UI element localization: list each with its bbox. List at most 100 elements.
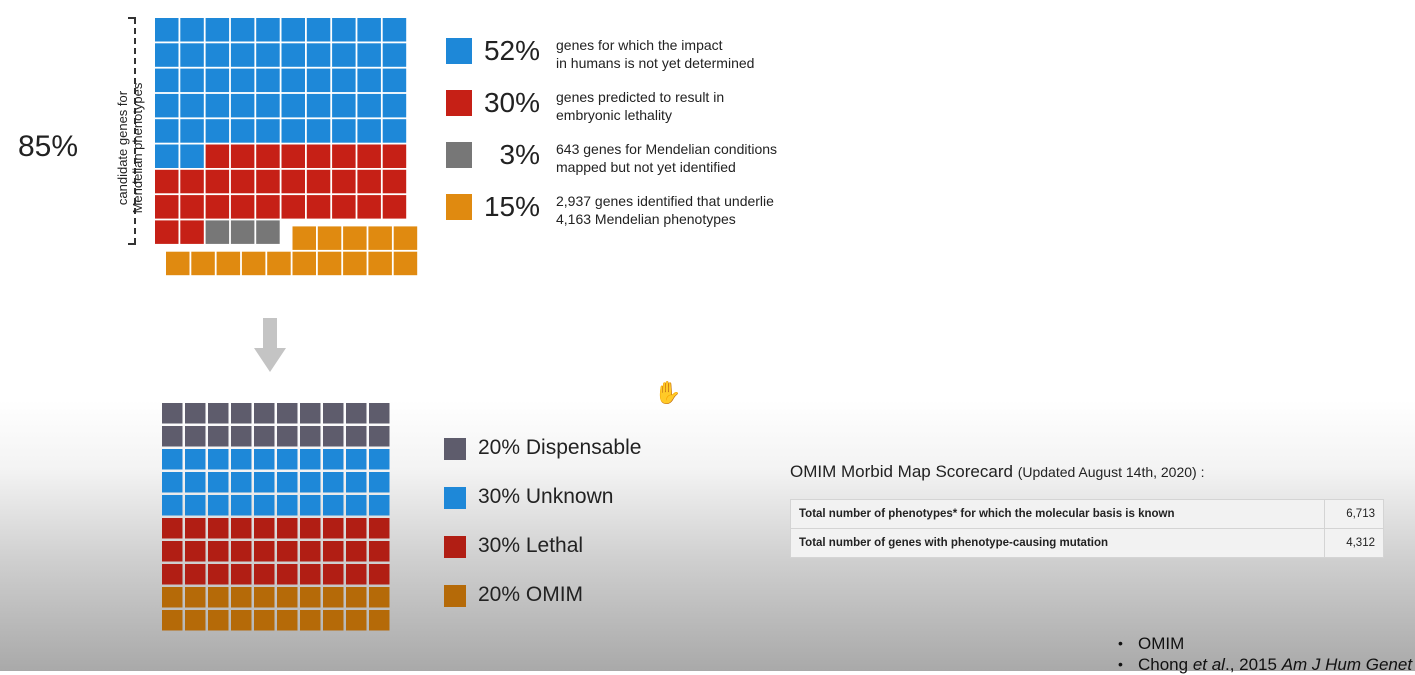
waffle-cell-dispensable [231,403,252,424]
waffle-cell-genes-for-which-the-impact-in- [230,18,255,42]
waffle-cell-dispensable [162,403,183,424]
reference-mid: ., 2015 [1224,655,1282,674]
waffle-cell-genes-predicted-to-result-in-e [382,144,407,168]
waffle-cell-genes-predicted-to-result-in-e [306,195,331,219]
legend-swatch [446,90,472,116]
waffle-cell-lethal [208,564,229,585]
scorecard-table: Total number of phenotypes* for which th… [790,499,1384,558]
waffle-cell-dispensable [323,426,344,447]
waffle-cell-genes-for-which-the-impact-in- [357,43,381,67]
waffle-cell-dispensable [185,426,206,447]
waffle-cell-omim [343,226,367,250]
waffle-cell-genes-predicted-to-result-in-e [357,144,381,168]
waffle-chart-bottom [162,403,390,631]
waffle-cell-unknown [254,472,275,493]
waffle-cell-omim [317,251,342,276]
waffle-cell-genes-for-which-the-impact-in- [382,18,407,42]
waffle-cell-genes-predicted-to-result-in-e [256,144,280,168]
references-list: OMIM Chong et al., 2015 Am J Hum Genet [1078,633,1412,675]
waffle-cell-dispensable [185,403,206,424]
waffle-cell-omim [254,610,275,631]
waffle-cell-genes-predicted-to-result-in-e [357,195,381,219]
candidate-genes-label-line2: Mendelian phenotypes [130,82,145,214]
bracket-bottom-tick [128,243,136,245]
legend-label: 20% Dispensable [478,436,642,459]
waffle-cell-unknown [185,495,206,516]
waffle-cell-lethal [300,564,321,585]
waffle-cell-genes-for-which-the-impact-in- [256,68,280,93]
waffle-cell-genes-for-which-the-impact-in- [180,18,204,42]
scorecard-updated: (Updated August 14th, 2020) : [1017,464,1205,480]
reference-item: OMIM [1118,633,1412,654]
waffle-cell-unknown [185,449,206,470]
legend-top-item: 30% genes predicted to result in embryon… [446,82,826,134]
waffle-cell-lethal [277,564,298,585]
waffle-cell-omim [231,610,252,631]
waffle-cell-genes-predicted-to-result-in-e [281,169,305,194]
legend-swatch [446,194,472,220]
candidate-genes-label: candidate genes for Mendelian phenotypes [115,58,145,238]
waffle-cell-unknown [162,449,183,470]
waffle-cell-genes-for-which-the-impact-in- [357,68,381,93]
waffle-cell-genes-for-which-the-impact-in- [180,144,204,168]
waffle-cell-unknown [300,472,321,493]
waffle-cell-dispensable [300,426,321,447]
waffle-cell-dispensable [369,426,390,447]
waffle-cell-genes-for-which-the-impact-in- [256,119,280,143]
candidate-genes-label-line1: candidate genes for [115,90,130,206]
waffle-cell-genes-for-which-the-impact-in- [155,119,179,143]
waffle-cell-unknown [346,449,367,470]
waffle-cell-unknown [231,449,252,470]
legend-description: 2,937 genes identified that underlie 4,1… [556,193,774,227]
waffle-cell-dispensable [277,403,298,424]
waffle-cell-genes-predicted-to-result-in-e [382,169,407,194]
waffle-cell-unknown [369,472,390,493]
waffle-cell-genes-for-which-the-impact-in- [306,68,331,93]
waffle-cell-genes-for-which-the-impact-in- [180,43,204,67]
legend-swatch [444,585,466,607]
waffle-cell-genes-for-which-the-impact-in- [332,93,356,118]
waffle-cell-omim [185,610,206,631]
waffle-cell-lethal [300,541,321,562]
waffle-cell-dispensable [300,403,321,424]
waffle-cell-dispensable [277,426,298,447]
waffle-cell-genes-for-which-the-impact-in- [332,18,356,42]
waffle-cell-omim [277,587,298,608]
waffle-cell-dispensable [208,403,229,424]
waffle-cell-dispensable [254,426,275,447]
waffle-cell-unknown [300,449,321,470]
waffle-cell-genes-for-which-the-impact-in- [357,18,381,42]
waffle-cell-genes-for-which-the-impact-in- [281,68,305,93]
legend-top-item: 52% genes for which the impact in humans… [446,30,826,82]
waffle-chart-top [155,18,418,276]
waffle-cell-genes-for-which-the-impact-in- [382,43,407,67]
waffle-cell-genes-predicted-to-result-in-e [155,195,179,219]
waffle-cell-omim [277,610,298,631]
waffle-cell-dispensable [231,426,252,447]
waffle-cell-genes-predicted-to-result-in-e [332,144,356,168]
waffle-cell-omim [216,251,241,276]
waffle-cell-omim [208,587,229,608]
waffle-cell-genes-for-which-the-impact-in- [281,18,305,42]
waffle-cell-genes-for-which-the-impact-in- [256,43,280,67]
waffle-cell-lethal [254,518,275,539]
waffle-cell-genes-for-which-the-impact-in- [205,119,230,143]
waffle-cell-unknown [208,472,229,493]
waffle-cell-lethal [231,518,252,539]
waffle-cell-unknown [185,472,206,493]
bracket-top-tick [128,17,136,19]
waffle-cell-lethal [208,518,229,539]
waffle-cell-genes-for-which-the-impact-in- [155,18,179,42]
waffle-cell-genes-predicted-to-result-in-e [332,169,356,194]
waffle-cell-genes-for-which-the-impact-in- [382,68,407,93]
waffle-cell-genes-predicted-to-result-in-e [281,195,305,219]
waffle-cell-omim [346,610,367,631]
legend-percent: 30% [483,87,540,118]
waffle-cell-genes-for-which-the-impact-in- [332,68,356,93]
reference-pre: Chong [1138,655,1193,674]
waffle-cell-genes-for-which-the-impact-in- [256,93,280,118]
waffle-cell-unknown [346,472,367,493]
waffle-cell-dispensable [254,403,275,424]
reference-journal: Am J Hum Genet [1281,655,1413,674]
waffle-cell-genes-predicted-to-result-in-e [306,144,331,168]
